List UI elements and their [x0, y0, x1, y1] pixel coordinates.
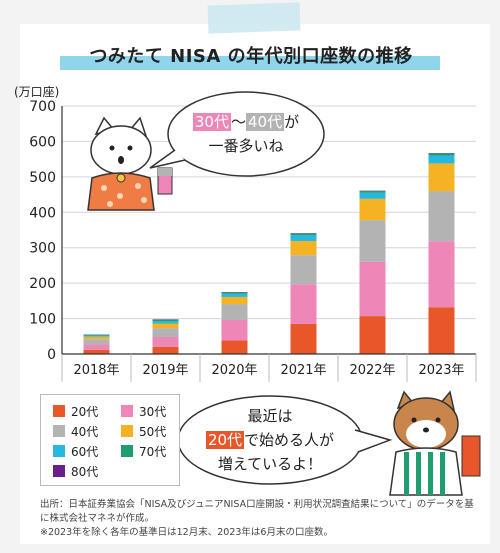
bubble1-tail: が	[284, 113, 300, 131]
legend-item-80s: 80代	[53, 463, 98, 481]
y-tick-label: 600	[29, 134, 56, 150]
bar-segment-40代-2018年	[83, 339, 110, 345]
bar-segment-40代-2019年	[152, 328, 179, 337]
bubble1-sep: 〜	[230, 113, 246, 131]
title-block: つみたて NISA の年代別口座数の推移	[48, 42, 454, 70]
legend-swatch	[121, 405, 133, 417]
legend-item-20s: 20代	[53, 403, 98, 421]
legend-item-50s: 50代	[121, 423, 166, 441]
y-tick-label: 100	[29, 312, 56, 328]
x-tick-label: 2021年	[280, 363, 326, 378]
bar-segment-70代-2018年	[83, 334, 110, 336]
x-tick-label: 2018年	[73, 363, 119, 378]
highlight-30s: 30代	[192, 113, 231, 131]
bar-segment-50代-2018年	[83, 336, 110, 340]
highlight-20s: 20代	[205, 431, 245, 449]
bar-segment-20代-2019年	[152, 346, 179, 354]
axes: 0 100 200 300 400 500 600 700 2018年 2019年 2020年 202…	[29, 99, 477, 382]
bar-segment-50代-2023年	[428, 163, 455, 192]
legend-label: 40代	[71, 425, 99, 439]
legend-label: 60代	[71, 445, 99, 459]
bar-segment-40代-2023年	[428, 191, 455, 242]
bar-segment-70代-2022年	[359, 191, 386, 193]
y-tick-label: 700	[29, 99, 56, 115]
legend-swatch	[53, 425, 65, 437]
y-tick-label: 0	[47, 347, 56, 363]
speech-bubble-1-tail	[149, 149, 186, 169]
legend-label: 20代	[71, 405, 99, 419]
bar-segment-70代-2021年	[290, 233, 317, 236]
legend-label: 30代	[139, 405, 167, 419]
bar-segment-70代-2019年	[152, 319, 179, 322]
dog-character-icon	[389, 390, 481, 496]
legend-label: 70代	[139, 445, 167, 459]
x-tick-label: 2020年	[211, 363, 257, 378]
bar-segment-70代-2023年	[428, 153, 455, 156]
legend: 20代 30代 40代 50代 60代 70代 80代	[40, 394, 180, 486]
bar-segment-20代-2020年	[221, 340, 248, 354]
bar-segment-30代-2023年	[428, 241, 455, 308]
chart-title: つみたて NISA の年代別口座数の推移	[89, 46, 413, 67]
bar-segment-60代-2019年	[152, 321, 179, 324]
cat-character-icon	[87, 116, 173, 211]
highlight-40s: 40代	[246, 113, 285, 131]
bubble1-line2: 一番多いね	[208, 137, 284, 155]
bar-segment-40代-2021年	[290, 255, 317, 285]
bar-segment-60代-2022年	[359, 192, 386, 199]
legend-swatch	[53, 445, 65, 457]
bar-segment-60代-2023年	[428, 155, 455, 164]
bar-segment-30代-2022年	[359, 261, 386, 317]
title-underline	[60, 56, 440, 70]
speech-bubble-2-tail	[354, 429, 393, 453]
bar-segment-30代-2021年	[290, 284, 317, 324]
speech-bubble-1-text: 30代〜 40代が 一番多いね	[176, 110, 316, 158]
bar-segment-70代-2020年	[221, 292, 248, 294]
source-line-2: ※2023年を除く各年の基準日は12月末、2023年は6月末の口座数。	[40, 527, 333, 538]
bar-segment-20代-2021年	[290, 323, 317, 354]
legend-swatch	[121, 445, 133, 457]
bar-segment-60代-2018年	[83, 335, 110, 337]
x-tick-label: 2019年	[142, 363, 188, 378]
legend-label: 80代	[71, 465, 99, 479]
legend-item-60s: 60代	[53, 443, 98, 461]
bar-segment-50代-2022年	[359, 198, 386, 221]
bar-segment-50代-2020年	[221, 296, 248, 305]
bar-segment-30代-2019年	[152, 336, 179, 347]
y-tick-label: 400	[29, 205, 56, 221]
speech-bubble-2-text: 最近は 20代 で始める人が 増えているよ！	[192, 404, 348, 476]
bubble2-line3: 増えているよ！	[217, 455, 323, 473]
bar-segment-40代-2022年	[359, 220, 386, 262]
bar-segment-20代-2023年	[428, 307, 455, 354]
bar-segment-50代-2021年	[290, 240, 317, 256]
legend-swatch	[53, 465, 65, 477]
bubble2-line2: で始める人が	[244, 431, 335, 449]
bar-segment-30代-2020年	[221, 319, 248, 341]
bar-segment-20代-2022年	[359, 316, 386, 354]
y-axis-label: (万口座)	[14, 84, 59, 99]
y-tick-label: 500	[29, 170, 56, 186]
legend-swatch	[53, 405, 65, 417]
bar-segment-50代-2019年	[152, 323, 179, 329]
y-tick-label: 300	[29, 241, 56, 257]
bar-segment-20代-2018年	[83, 349, 110, 354]
x-tick-label: 2022年	[349, 363, 395, 378]
x-tick-label: 2023年	[418, 363, 464, 378]
legend-item-40s: 40代	[53, 423, 98, 441]
legend-label: 50代	[139, 425, 167, 439]
y-tick-label: 200	[29, 276, 56, 292]
bar-segment-30代-2018年	[83, 344, 110, 350]
bar-segment-60代-2021年	[290, 235, 317, 241]
legend-swatch	[121, 425, 133, 437]
source-line-1: 出所：日本証券業協会「NISA及びジュニアNISA口座開設・利用状況調査結果につ…	[40, 499, 474, 524]
legend-item-30s: 30代	[121, 403, 166, 421]
bubble2-line1: 最近は	[247, 407, 293, 425]
bar-segment-60代-2020年	[221, 293, 248, 297]
source-note: 出所：日本証券業協会「NISA及びジュニアNISA口座開設・利用状況調査結果につ…	[40, 498, 480, 540]
bars	[83, 153, 455, 354]
legend-item-70s: 70代	[121, 443, 166, 461]
bar-segment-40代-2020年	[221, 304, 248, 320]
